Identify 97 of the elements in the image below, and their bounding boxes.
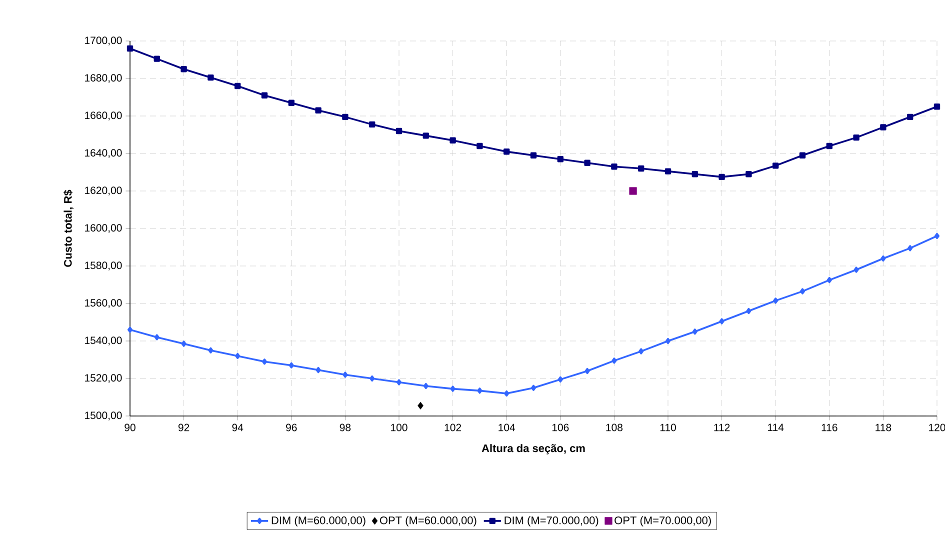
y-axis-title: Custo total, R$ xyxy=(64,190,74,267)
point xyxy=(262,358,268,365)
x-tick-label: 94 xyxy=(232,424,244,432)
x-tick-label: 110 xyxy=(660,424,676,432)
point xyxy=(692,171,698,178)
point xyxy=(908,245,913,252)
x-tick-label: 106 xyxy=(552,424,569,432)
point xyxy=(799,152,806,158)
x-tick-label: 120 xyxy=(929,424,945,432)
y-tick-label: 1560,00 xyxy=(85,299,122,308)
point xyxy=(746,171,752,178)
point xyxy=(208,347,214,354)
y-tick-label: 1500,00 xyxy=(85,412,122,420)
point xyxy=(665,338,671,344)
point xyxy=(800,288,806,294)
y-tick-label: 1600,00 xyxy=(85,224,122,233)
point xyxy=(288,100,295,106)
point xyxy=(477,388,482,394)
y-tick-label: 1660,00 xyxy=(85,112,122,120)
point xyxy=(638,165,644,172)
point xyxy=(692,328,698,335)
point xyxy=(423,382,428,390)
x-tick-label: 92 xyxy=(178,424,190,432)
point xyxy=(530,384,536,391)
point xyxy=(880,124,886,130)
point xyxy=(370,375,375,382)
x-tick-label: 104 xyxy=(498,424,516,432)
point xyxy=(315,107,322,114)
point xyxy=(126,45,134,52)
point xyxy=(316,366,321,374)
point xyxy=(773,298,778,304)
y-tick-label: 1640,00 xyxy=(85,149,122,158)
point xyxy=(396,128,402,134)
point xyxy=(154,334,160,340)
x-tick-label: 98 xyxy=(340,424,351,432)
point xyxy=(418,402,424,410)
point xyxy=(558,376,563,383)
point xyxy=(450,386,456,392)
point xyxy=(638,348,644,354)
point xyxy=(235,352,240,360)
point xyxy=(208,74,214,81)
legend-label: OPT (M=60.000,00) xyxy=(380,516,476,526)
x-tick-label: 116 xyxy=(822,424,838,432)
point xyxy=(934,104,940,110)
point xyxy=(934,232,940,240)
point xyxy=(234,82,241,90)
x-axis-title: Altura da seção, cm xyxy=(482,444,585,454)
point xyxy=(718,174,725,180)
point xyxy=(154,56,160,62)
x-tick-label: 112 xyxy=(714,424,730,432)
point xyxy=(342,372,348,378)
legend-label: DIM (M=60.000,00) xyxy=(272,516,366,526)
point xyxy=(612,358,617,364)
point xyxy=(342,114,348,120)
point xyxy=(906,114,914,120)
point xyxy=(181,340,186,347)
point xyxy=(476,142,483,150)
point xyxy=(611,164,618,170)
legend-label: DIM (M=70.000,00) xyxy=(504,516,598,526)
point xyxy=(396,379,402,386)
point xyxy=(854,266,859,273)
point xyxy=(746,308,752,314)
point xyxy=(719,318,724,324)
x-tick-label: 90 xyxy=(124,424,136,432)
point xyxy=(557,156,564,162)
x-tick-label: 108 xyxy=(606,424,622,432)
point xyxy=(504,390,510,397)
point xyxy=(880,255,886,262)
point xyxy=(530,152,537,158)
x-tick-label: 100 xyxy=(391,424,408,432)
point xyxy=(288,362,294,368)
point xyxy=(504,148,510,155)
point xyxy=(629,187,637,195)
point xyxy=(826,276,832,284)
x-tick-label: 102 xyxy=(444,424,462,432)
point xyxy=(261,92,268,98)
point xyxy=(826,142,832,150)
point xyxy=(664,168,672,174)
y-tick-label: 1520,00 xyxy=(85,374,122,383)
point xyxy=(127,326,133,333)
y-tick-label: 1620,00 xyxy=(85,186,122,196)
point xyxy=(853,134,860,141)
x-tick-label: 118 xyxy=(876,424,892,432)
point xyxy=(584,368,590,374)
y-tick-label: 1580,00 xyxy=(85,262,122,270)
y-tick-label: 1540,00 xyxy=(85,336,122,346)
point xyxy=(369,121,376,128)
point xyxy=(422,132,430,139)
x-tick-label: 114 xyxy=(768,424,784,432)
point xyxy=(450,137,456,144)
x-tick-label: 96 xyxy=(286,424,297,432)
y-tick-label: 1680,00 xyxy=(85,74,122,83)
point xyxy=(180,66,187,72)
point xyxy=(584,160,590,166)
legend-label: OPT (M=70.000,00) xyxy=(614,516,711,526)
y-tick-label: 1700,00 xyxy=(85,36,122,46)
point xyxy=(772,162,779,169)
